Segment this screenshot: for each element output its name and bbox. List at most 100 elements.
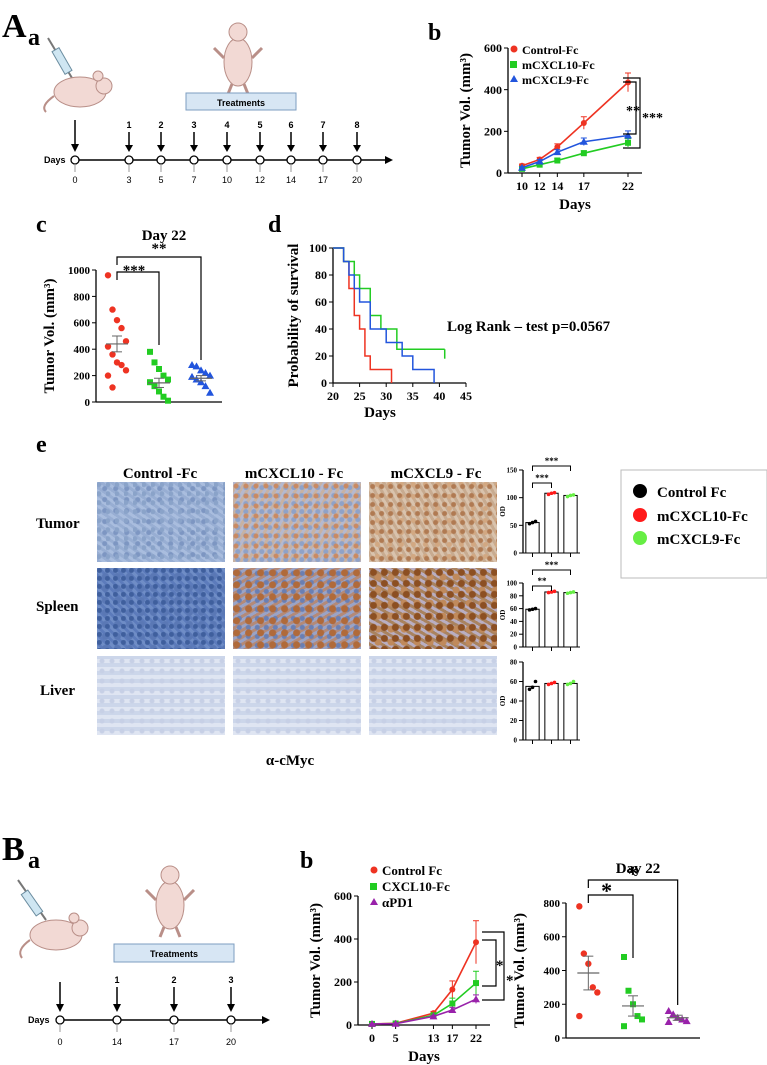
data-point [449, 986, 456, 993]
arrow-head [71, 144, 79, 152]
data-point [580, 950, 588, 957]
y-axis-label: Tumor Vol. (mm³) [512, 913, 528, 1028]
legend-label: Control Fc [382, 863, 442, 878]
y-axis-label: Tumor Vol. (mm³) [42, 279, 58, 394]
data-point [122, 338, 130, 345]
y-tick-label: 60 [510, 605, 518, 613]
legend-label: CXCL10-Fc [382, 879, 450, 894]
y-axis-label: Probability of survival [286, 244, 302, 388]
dose-number: 8 [354, 120, 359, 130]
legend-marker [370, 866, 378, 874]
data-point [579, 137, 588, 145]
data-point [160, 393, 167, 400]
ihc-image-liver-cxcl10 [233, 656, 361, 735]
data-point [682, 1017, 691, 1025]
timeline-day-label: 14 [112, 1037, 122, 1047]
series-line [371, 941, 477, 1025]
chart-day22-scatter-B: 0 200 400 600 800 Day 22 Tumor Vol. (mm³) * * [512, 861, 700, 1045]
data-point [576, 1012, 583, 1020]
data-point [664, 1007, 673, 1014]
data-point [147, 379, 153, 386]
arrow-head [56, 1004, 64, 1012]
data-point [197, 378, 205, 386]
significance-mark: ** [538, 576, 548, 586]
significance-mark: * [506, 973, 514, 989]
significance-mark: *** [642, 111, 663, 126]
x-tick-label: 13 [427, 1031, 439, 1045]
bar [563, 592, 578, 648]
treatments-label: Treatments [217, 98, 265, 108]
y-tick-label: 150 [507, 466, 518, 474]
data-point [104, 372, 112, 379]
timeline-day-label: 0 [57, 1037, 62, 1047]
data-point [549, 491, 554, 496]
data-point [368, 1019, 376, 1027]
legend-marker-cxcl10 [633, 508, 647, 522]
y-tick-label: 200 [74, 370, 91, 382]
y-axis-label: OD [499, 610, 507, 621]
data-point [571, 679, 576, 684]
y-tick-label: 80 [510, 592, 518, 600]
y-tick-label: 0 [555, 1033, 561, 1045]
data-point [151, 359, 158, 366]
legend-label-cxcl10: mCXCL10-Fc [657, 509, 748, 525]
bar [544, 492, 559, 554]
significance-bracket [532, 569, 571, 575]
ihc-image-liver-control [97, 656, 225, 735]
data-point [549, 681, 554, 686]
y-tick-label: 40 [510, 618, 518, 626]
ihc-row-label-spleen: Spleen [36, 599, 79, 615]
x-axis-label: Days [408, 1049, 440, 1065]
series-line [521, 81, 629, 167]
data-point [201, 368, 210, 376]
ihc-image-tumor-control [97, 482, 225, 562]
arrow-head [113, 1004, 121, 1012]
data-point [530, 520, 535, 525]
legend-marker [510, 45, 518, 53]
data-point [554, 143, 561, 150]
y-tick-label: 0 [85, 397, 91, 409]
y-tick-label: 40 [510, 697, 518, 705]
x-tick-label: 35 [407, 389, 419, 403]
data-point [527, 608, 532, 612]
legend-marker [510, 75, 518, 82]
y-tick-label: 400 [74, 344, 91, 356]
sub-label-Ad: d [268, 212, 282, 238]
data-point [624, 131, 632, 139]
chart-tumor-growth-B: 0 200 400 600 0 5 13 17 22 Days Tumor Vol. (mm³) Co… [308, 863, 514, 1065]
data-point [664, 1017, 673, 1025]
ihc-row-label-liver: Liver [40, 683, 75, 699]
data-point [621, 1023, 627, 1030]
syringe-icon [17, 879, 47, 921]
mouse-icon [19, 912, 89, 959]
x-tick-label: 45 [460, 389, 472, 403]
syringe-icon [47, 37, 73, 79]
data-point [568, 590, 573, 595]
timeline-node [156, 155, 166, 165]
significance-bracket [482, 939, 497, 987]
significance-bracket [482, 931, 505, 1001]
y-tick-label: 200 [334, 975, 352, 989]
y-tick-label: 400 [334, 932, 352, 946]
mouse-supine-icon [212, 22, 264, 95]
x-tick-label: 14 [551, 179, 563, 193]
ihc-col-label-cxcl9: mCXCL9 - Fc [391, 466, 482, 482]
y-axis-label: OD [499, 696, 507, 707]
data-point [165, 376, 171, 383]
bar [525, 608, 540, 648]
dose-number: 2 [158, 120, 163, 130]
significance-mark: * [496, 958, 504, 974]
y-tick-label: 600 [74, 318, 91, 330]
timeline-day-label: 0 [72, 175, 77, 185]
significance-mark: *** [545, 456, 559, 466]
days-label-A: Days [44, 155, 66, 165]
dose-number: 3 [228, 975, 233, 985]
ihc-image-tumor-cxcl9 [369, 482, 497, 562]
data-point [568, 681, 573, 686]
chart-tumor-growth-A: 0 200 400 600 10 12 14 17 22 Days Tumor Vol. (mm³)… [458, 41, 663, 213]
sub-label-Aa: a [28, 25, 40, 51]
arrow-head [223, 145, 231, 152]
timeline-day-label: 10 [222, 175, 232, 185]
timeline-node [112, 1015, 122, 1025]
y-tick-label: 60 [315, 295, 327, 309]
